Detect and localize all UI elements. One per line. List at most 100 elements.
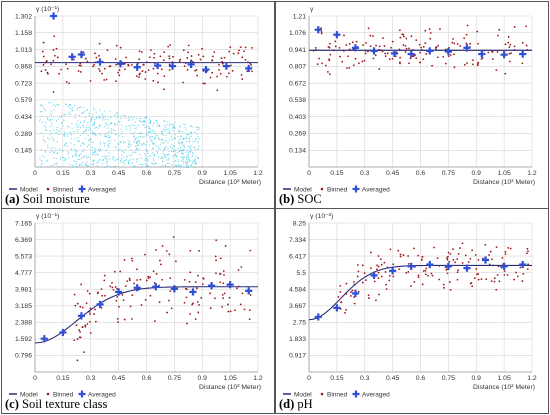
binned-point (424, 273, 427, 276)
noise-pixel (79, 134, 81, 136)
binned-point (41, 50, 44, 53)
noise-pixel (69, 107, 71, 109)
legend-model-label: Model (20, 391, 38, 398)
binned-point (241, 56, 244, 59)
noise-pixel (110, 166, 112, 168)
averaged-point-v (372, 271, 376, 279)
noise-pixel (156, 123, 158, 125)
noise-pixel (155, 134, 157, 136)
averaged-point (77, 50, 86, 59)
binned-point (314, 46, 317, 49)
noise-pixel (84, 121, 86, 123)
panel-caption: (b) SOC (279, 192, 322, 207)
noise-pixel (118, 135, 120, 137)
noise-pixel (94, 133, 96, 135)
noise-pixel (114, 123, 116, 125)
binned-point (391, 57, 394, 60)
legend-averaged-label: Averaged (362, 186, 390, 193)
noise-pixel (147, 134, 149, 137)
binned-point (439, 28, 441, 31)
binned-point (169, 44, 172, 46)
binned-point (513, 26, 516, 28)
noise-pixel (168, 162, 170, 164)
noise-pixel (46, 160, 48, 162)
binned-point (407, 271, 410, 273)
noise-pixel (77, 139, 79, 141)
binned-point (328, 73, 331, 76)
noise-pixel (190, 150, 192, 152)
noise-pixel (50, 113, 52, 115)
binned-point (153, 52, 156, 55)
binned-point (376, 268, 378, 271)
noise-pixel (75, 161, 77, 163)
binned-point (361, 60, 364, 63)
binned-point (339, 291, 342, 293)
binned-point (167, 45, 170, 48)
binned-point (405, 47, 408, 50)
model-line (308, 264, 532, 321)
noise-pixel (172, 130, 174, 132)
binned-point (504, 253, 507, 255)
noise-pixel (167, 127, 169, 129)
noise-pixel (49, 102, 52, 104)
binned-point (521, 280, 524, 282)
binned-point (417, 276, 420, 279)
noise-pixel (185, 161, 187, 163)
binned-point (498, 28, 501, 31)
binned-point (194, 69, 197, 72)
binned-point (111, 286, 114, 289)
binned-point (239, 303, 242, 306)
binned-point (354, 57, 357, 60)
x-tick-label: 0.15 (330, 375, 343, 382)
noise-pixel (51, 123, 53, 125)
averaged-point (426, 47, 434, 55)
noise-pixel (47, 137, 49, 139)
binned-point (241, 78, 244, 81)
averaged-point-v (52, 12, 55, 20)
y-tick-label: 4.584 (289, 287, 306, 294)
noise-pixel (152, 142, 154, 145)
binned-point (477, 273, 480, 275)
binned-point (186, 68, 189, 71)
noise-pixel (69, 104, 72, 106)
averaged-point (519, 50, 527, 58)
noise-pixel (122, 140, 124, 142)
noise-pixel (154, 137, 156, 140)
noise-pixel (40, 132, 42, 135)
averaged-point (133, 284, 141, 292)
binned-point (211, 59, 214, 62)
binned-point (358, 62, 360, 65)
noise-pixel (108, 143, 110, 145)
y-tick-label: 0.289 (15, 131, 32, 138)
binned-point (480, 278, 483, 280)
averaged-point (478, 50, 486, 58)
averaged-point (407, 262, 415, 270)
binned-point (138, 58, 141, 61)
noise-pixel (49, 151, 51, 153)
binned-point (377, 255, 380, 257)
noise-pixel (43, 107, 45, 109)
noise-pixel (76, 150, 78, 152)
noise-pixel (48, 101, 50, 103)
noise-pixel (93, 121, 95, 123)
binned-point (389, 248, 392, 251)
y-tick-label: 1.592 (15, 336, 32, 343)
noise-pixel (94, 151, 96, 153)
noise-pixel (170, 164, 173, 166)
noise-pixel (179, 142, 181, 144)
binned-point (507, 246, 510, 249)
binned-point (129, 305, 132, 308)
averaged-point (245, 64, 253, 73)
noise-pixel (96, 165, 98, 167)
binned-point (438, 278, 441, 281)
noise-pixel (62, 124, 64, 126)
noise-pixel (95, 134, 97, 136)
binned-point (334, 40, 337, 43)
noise-pixel (56, 120, 58, 122)
noise-pixel (87, 129, 89, 131)
noise-pixel (105, 122, 107, 124)
noise-pixel (177, 159, 179, 161)
averaged-point-v (484, 256, 487, 264)
noise-pixel (77, 120, 79, 122)
noise-pixel (130, 144, 132, 146)
